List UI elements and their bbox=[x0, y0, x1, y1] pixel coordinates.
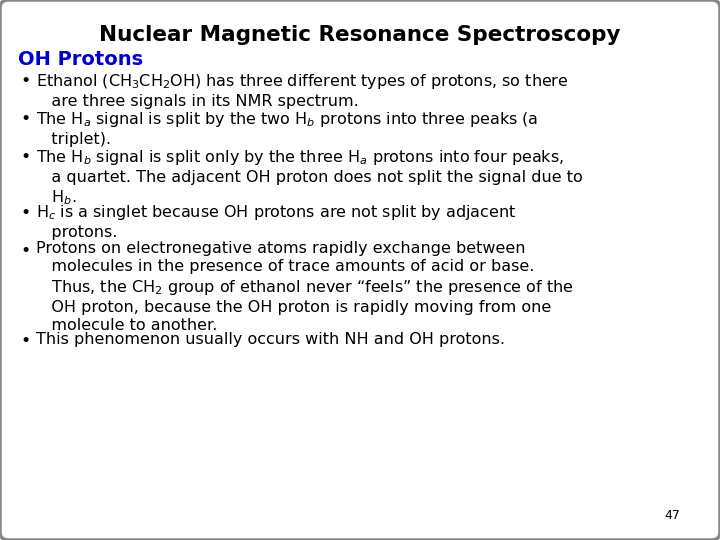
Text: Protons on electronegative atoms rapidly exchange between
   molecules in the pr: Protons on electronegative atoms rapidly… bbox=[36, 241, 574, 333]
Text: •: • bbox=[20, 204, 30, 221]
Text: Nuclear Magnetic Resonance Spectroscopy: Nuclear Magnetic Resonance Spectroscopy bbox=[99, 25, 621, 45]
Text: H$_c$ is a singlet because OH protons are not split by adjacent
   protons.: H$_c$ is a singlet because OH protons ar… bbox=[36, 204, 516, 240]
Text: This phenomenon usually occurs with NH and OH protons.: This phenomenon usually occurs with NH a… bbox=[36, 332, 505, 347]
Text: OH Protons: OH Protons bbox=[18, 50, 143, 69]
Text: Ethanol (CH$_3$CH$_2$OH) has three different types of protons, so there
   are t: Ethanol (CH$_3$CH$_2$OH) has three diffe… bbox=[36, 72, 569, 109]
Text: •: • bbox=[20, 72, 30, 90]
Text: •: • bbox=[20, 110, 30, 128]
Text: 47: 47 bbox=[664, 509, 680, 522]
Text: •: • bbox=[20, 241, 30, 260]
Text: The H$_a$ signal is split by the two H$_b$ protons into three peaks (a
   triple: The H$_a$ signal is split by the two H$_… bbox=[36, 110, 539, 147]
Text: •: • bbox=[20, 148, 30, 166]
Text: •: • bbox=[20, 332, 30, 350]
Text: The H$_b$ signal is split only by the three H$_a$ protons into four peaks,
   a : The H$_b$ signal is split only by the th… bbox=[36, 148, 582, 207]
